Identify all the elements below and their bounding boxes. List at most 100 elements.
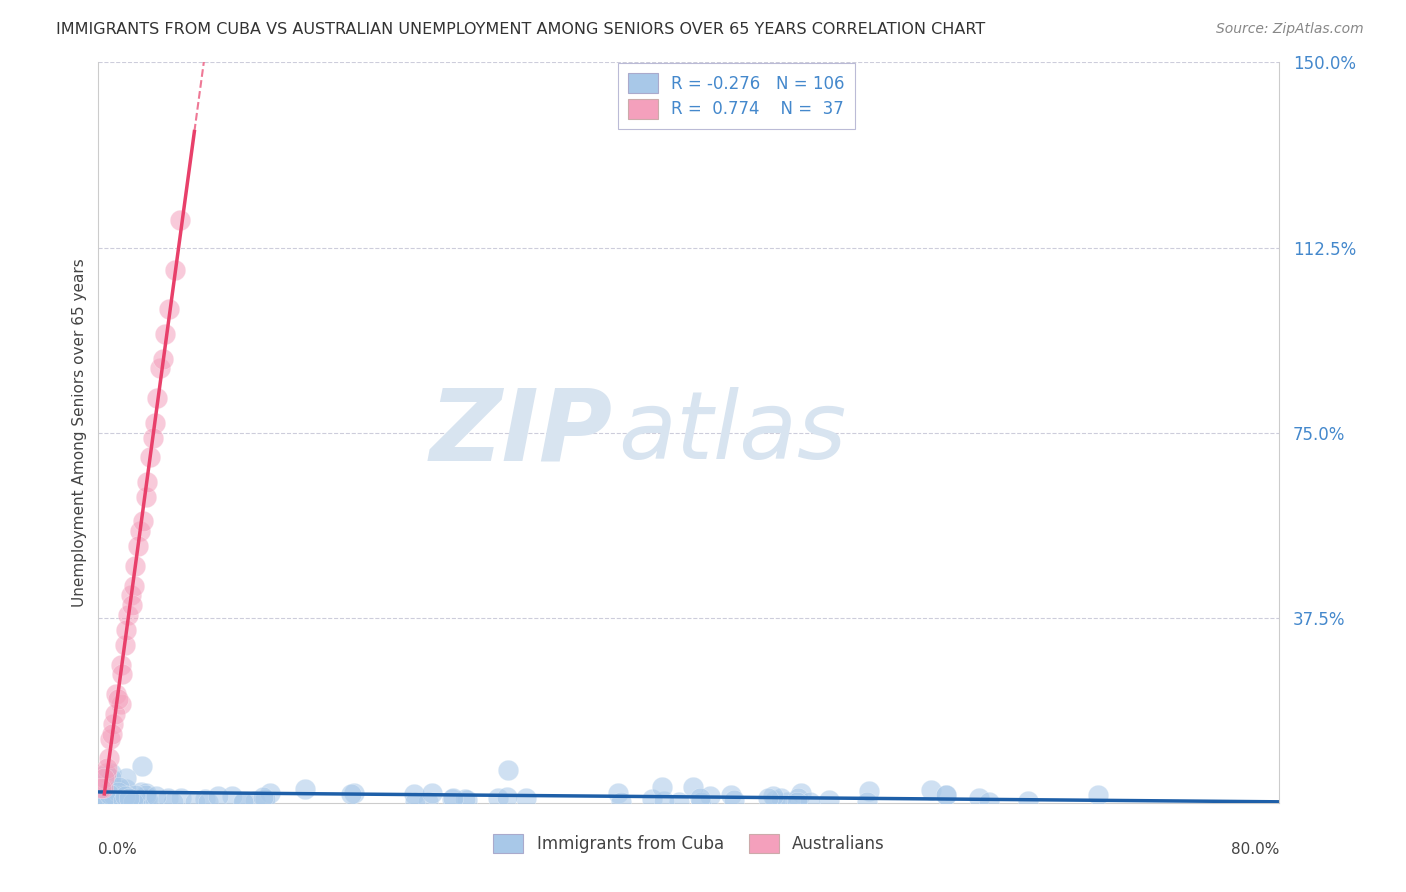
Text: ZIP: ZIP: [429, 384, 612, 481]
Point: [170, 790, 193, 805]
Point: [1017, 794, 1039, 808]
Point: [112, 788, 135, 802]
Point: [157, 790, 180, 805]
Point: [107, 793, 129, 807]
Point: [817, 792, 839, 806]
Point: [486, 790, 509, 805]
Point: [668, 795, 690, 809]
Point: [756, 791, 779, 805]
Point: [93, 771, 115, 785]
Point: [967, 790, 990, 805]
Point: [120, 589, 142, 603]
Point: [103, 790, 125, 805]
Point: [243, 794, 266, 808]
Point: [108, 795, 131, 809]
Point: [651, 780, 673, 794]
Point: [124, 794, 146, 808]
Point: [135, 490, 157, 504]
Point: [786, 795, 808, 809]
Point: [723, 793, 745, 807]
Point: [720, 788, 742, 802]
Y-axis label: Unemployment Among Seniors over 65 years: Unemployment Among Seniors over 65 years: [72, 259, 87, 607]
Point: [101, 794, 124, 808]
Point: [136, 794, 159, 808]
Point: [104, 790, 127, 805]
Point: [94, 766, 117, 780]
Point: [340, 787, 363, 801]
Point: [135, 791, 157, 805]
Point: [108, 792, 131, 806]
Point: [977, 795, 1000, 809]
Point: [122, 795, 145, 809]
Point: [114, 638, 136, 652]
Point: [91, 780, 114, 795]
Point: [94, 794, 117, 808]
Point: [135, 786, 157, 800]
Point: [689, 791, 711, 805]
Point: [98, 731, 121, 746]
Point: [207, 789, 229, 804]
Point: [786, 791, 808, 805]
Point: [131, 758, 153, 772]
Point: [117, 793, 139, 807]
Point: [124, 795, 146, 809]
Point: [404, 795, 426, 809]
Point: [124, 788, 146, 802]
Text: IMMIGRANTS FROM CUBA VS AUSTRALIAN UNEMPLOYMENT AMONG SENIORS OVER 65 YEARS CORR: IMMIGRANTS FROM CUBA VS AUSTRALIAN UNEMP…: [56, 22, 986, 37]
Point: [496, 789, 519, 804]
Point: [343, 786, 366, 800]
Point: [111, 793, 134, 807]
Point: [136, 475, 159, 489]
Point: [690, 795, 713, 809]
Point: [108, 794, 131, 808]
Point: [111, 667, 134, 681]
Point: [114, 789, 136, 804]
Point: [110, 697, 132, 711]
Point: [197, 795, 219, 809]
Point: [776, 795, 799, 809]
Point: [790, 786, 813, 800]
Point: [115, 772, 138, 786]
Point: [641, 792, 664, 806]
Point: [456, 793, 478, 807]
Point: [935, 788, 957, 802]
Point: [496, 763, 519, 777]
Point: [100, 772, 122, 786]
Point: [104, 706, 127, 721]
Point: [652, 795, 675, 809]
Point: [142, 431, 165, 445]
Point: [117, 608, 139, 623]
Point: [129, 785, 152, 799]
Point: [91, 792, 114, 806]
Text: Source: ZipAtlas.com: Source: ZipAtlas.com: [1216, 22, 1364, 37]
Text: atlas: atlas: [619, 387, 846, 478]
Point: [135, 788, 157, 802]
Point: [101, 789, 124, 803]
Point: [153, 326, 176, 341]
Point: [115, 782, 138, 797]
Point: [152, 351, 174, 366]
Point: [221, 789, 243, 804]
Point: [145, 789, 167, 804]
Point: [100, 727, 122, 741]
Point: [97, 784, 120, 798]
Point: [97, 769, 120, 783]
Point: [157, 302, 180, 317]
Point: [149, 361, 172, 376]
Point: [105, 791, 128, 805]
Point: [118, 791, 141, 805]
Point: [194, 792, 217, 806]
Point: [112, 791, 135, 805]
Point: [105, 781, 128, 796]
Point: [97, 751, 120, 765]
Point: [107, 785, 129, 799]
Point: [110, 657, 132, 672]
Point: [94, 791, 117, 805]
Point: [441, 790, 464, 805]
Point: [609, 795, 631, 809]
Point: [108, 780, 131, 795]
Text: 80.0%: 80.0%: [1232, 842, 1279, 856]
Point: [132, 515, 155, 529]
Point: [858, 784, 880, 798]
Point: [122, 579, 145, 593]
